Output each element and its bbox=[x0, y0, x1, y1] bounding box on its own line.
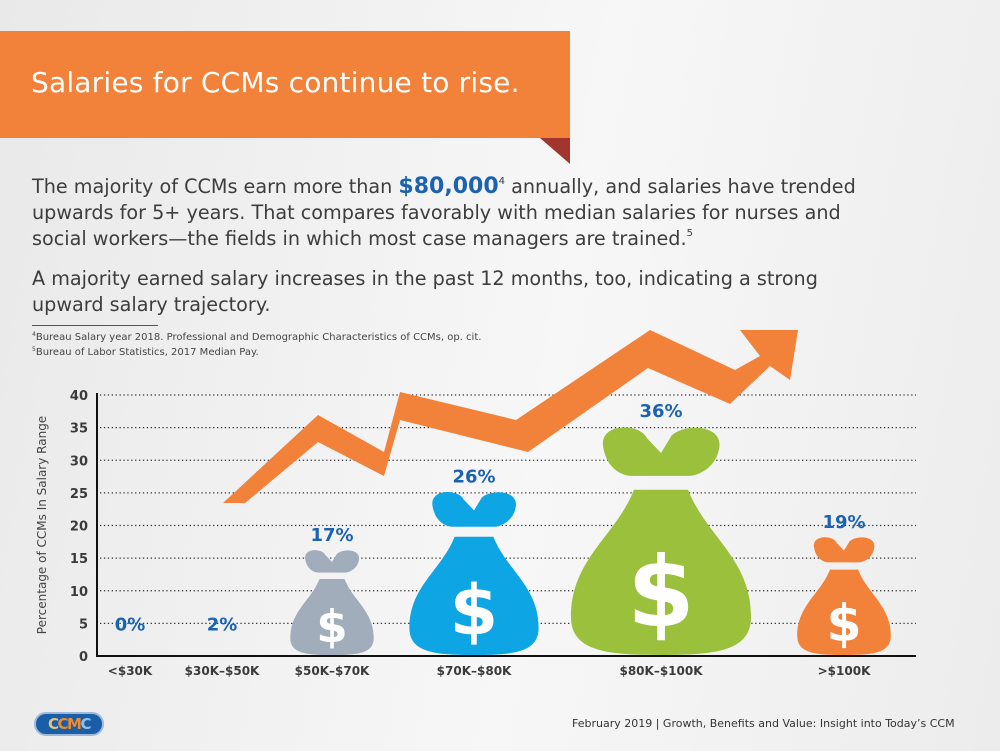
value-label: 36% bbox=[639, 401, 682, 422]
value-label: 26% bbox=[452, 466, 495, 487]
value-label: 19% bbox=[822, 512, 865, 533]
x-tick-label: $70K–$80K bbox=[437, 664, 512, 678]
money-bag-bar: $ bbox=[290, 550, 374, 655]
intro-line-3: social workers—the fields in which most … bbox=[32, 227, 687, 250]
value-label: 2% bbox=[207, 614, 238, 635]
trend-line-2: upward salary trajectory. bbox=[32, 293, 271, 316]
trend-paragraph: A majority earned salary increases in th… bbox=[32, 266, 818, 318]
footnote-divider bbox=[32, 325, 158, 326]
y-tick-labels: 0 5 10 15 20 25 30 35 40 bbox=[70, 389, 88, 665]
bag-knot bbox=[432, 491, 516, 527]
intro-line-2: upwards for 5+ years. That compares favo… bbox=[32, 201, 841, 224]
footnote-ref-4: 4 bbox=[498, 176, 505, 187]
bag-body bbox=[797, 569, 891, 655]
bag-knot bbox=[813, 537, 875, 563]
y-tick-label: 40 bbox=[70, 389, 88, 404]
value-label: 17% bbox=[310, 525, 353, 546]
footer-citation: February 2019 | Growth, Benefits and Val… bbox=[572, 717, 955, 730]
banner-fold bbox=[540, 138, 570, 164]
dollar-icon: $ bbox=[826, 593, 861, 652]
y-tick-label: 30 bbox=[70, 454, 88, 469]
logo-letter-2: C bbox=[57, 715, 69, 733]
footnote-5-num: 5 bbox=[32, 346, 36, 353]
trend-arrow-icon bbox=[223, 330, 798, 503]
x-tick-label: $30K–$50K bbox=[185, 664, 260, 678]
footnote-4-num: 4 bbox=[32, 331, 36, 338]
x-tick-label: $80K–$100K bbox=[619, 664, 703, 678]
bag-knot bbox=[305, 550, 360, 573]
footnote-4-text: Bureau Salary year 2018. Professional an… bbox=[35, 332, 482, 343]
logo-letter-4: C bbox=[80, 715, 91, 733]
salary-highlight: $80,000 bbox=[398, 174, 499, 199]
bag-body bbox=[290, 579, 374, 655]
intro-line-1-start: The majority of CCMs earn more than bbox=[32, 175, 399, 198]
intro-paragraph: The majority of CCMs earn more than $80,… bbox=[32, 174, 856, 252]
y-tick-label: 25 bbox=[70, 487, 88, 502]
bag-body bbox=[409, 536, 539, 655]
y-tick-label: 20 bbox=[70, 520, 88, 535]
x-tick-labels: <$30K $30K–$50K $50K–$70K $70K–$80K $80K–$10… bbox=[108, 664, 871, 678]
footnote-ref-5: 5 bbox=[686, 228, 693, 239]
money-bag-bar: $ bbox=[797, 537, 891, 655]
page-title: Salaries for CCMs continue to rise. bbox=[31, 66, 520, 99]
intro-line-1-end: annually, and salaries have trended bbox=[505, 175, 856, 198]
x-tick-label: <$30K bbox=[108, 664, 153, 678]
bag-body bbox=[570, 489, 752, 655]
value-labels: 0% 2% 17% 26% 36% 19% bbox=[115, 401, 866, 635]
footnote-5: 5Bureau of Labor Statistics, 2017 Median… bbox=[32, 346, 259, 359]
money-bag-bar: $ bbox=[409, 491, 539, 655]
dollar-icon: $ bbox=[627, 536, 694, 649]
x-tick-label: $50K–$70K bbox=[295, 664, 370, 678]
value-label: 0% bbox=[115, 614, 146, 635]
bag-knot bbox=[602, 427, 720, 476]
x-tick-label: >$100K bbox=[818, 664, 871, 678]
title-banner bbox=[0, 31, 570, 138]
dollar-icon: $ bbox=[316, 600, 347, 653]
footnote-5-text: Bureau of Labor Statistics, 2017 Median … bbox=[35, 347, 259, 358]
money-bag-bar: $ bbox=[570, 427, 752, 655]
y-tick-label: 15 bbox=[70, 552, 88, 567]
y-tick-label: 5 bbox=[79, 617, 88, 632]
money-bags: $ $ $ $ bbox=[290, 427, 891, 655]
dollar-icon: $ bbox=[450, 570, 498, 651]
y-tick-label: 35 bbox=[70, 422, 88, 437]
logo-letter-3: M bbox=[67, 715, 82, 733]
y-tick-label: 0 bbox=[79, 650, 88, 665]
trend-line-1: A majority earned salary increases in th… bbox=[32, 267, 818, 290]
y-axis-title: Percentage of CCMs In Salary Range bbox=[35, 416, 49, 634]
logo-letter-1: C bbox=[48, 715, 59, 733]
footnote-4: 4Bureau Salary year 2018. Professional a… bbox=[32, 331, 482, 344]
y-tick-label: 10 bbox=[70, 585, 88, 600]
